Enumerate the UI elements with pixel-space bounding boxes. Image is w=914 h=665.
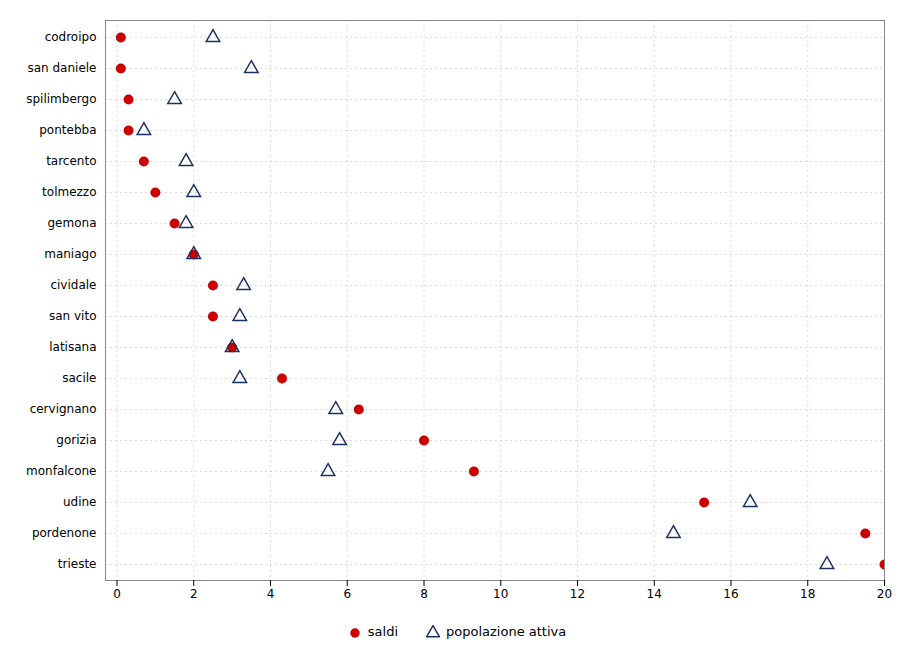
svg-text:20: 20 xyxy=(877,587,892,601)
html-text:saldi: saldi xyxy=(367,624,398,639)
svg-text:12: 12 xyxy=(570,587,585,601)
svg-text:10: 10 xyxy=(493,587,508,601)
svg-text:16: 16 xyxy=(723,587,738,601)
html-text:popolazione attiva: popolazione attiva xyxy=(446,624,567,639)
svg-text:pordenone: pordenone xyxy=(32,526,97,540)
svg-text:trieste: trieste xyxy=(58,557,97,571)
svg-text:0: 0 xyxy=(113,587,121,601)
svg-text:14: 14 xyxy=(647,587,662,601)
svg-text:cividale: cividale xyxy=(50,278,96,292)
svg-text:san daniele: san daniele xyxy=(27,61,96,75)
svg-text:san vito: san vito xyxy=(49,309,97,323)
svg-text:18: 18 xyxy=(800,587,815,601)
svg-text:spilimbergo: spilimbergo xyxy=(26,92,96,106)
svg-text:maniago: maniago xyxy=(44,247,96,261)
svg-text:4: 4 xyxy=(267,587,275,601)
svg-text:gemona: gemona xyxy=(48,216,97,230)
svg-text:udine: udine xyxy=(63,495,97,509)
svg-text:pontebba: pontebba xyxy=(39,123,96,137)
svg-text:latisana: latisana xyxy=(49,340,96,354)
svg-text:tarcento: tarcento xyxy=(46,154,96,168)
svg-text:monfalcone: monfalcone xyxy=(26,464,96,478)
svg-text:gorizia: gorizia xyxy=(56,433,96,447)
svg-text:2: 2 xyxy=(190,587,198,601)
svg-text:cervignano: cervignano xyxy=(30,402,97,416)
svg-text:sacile: sacile xyxy=(62,371,96,385)
svg-text:6: 6 xyxy=(343,587,351,601)
svg-text:8: 8 xyxy=(420,587,428,601)
svg-text:codroipo: codroipo xyxy=(45,30,97,44)
svg-text:tolmezzo: tolmezzo xyxy=(42,185,96,199)
